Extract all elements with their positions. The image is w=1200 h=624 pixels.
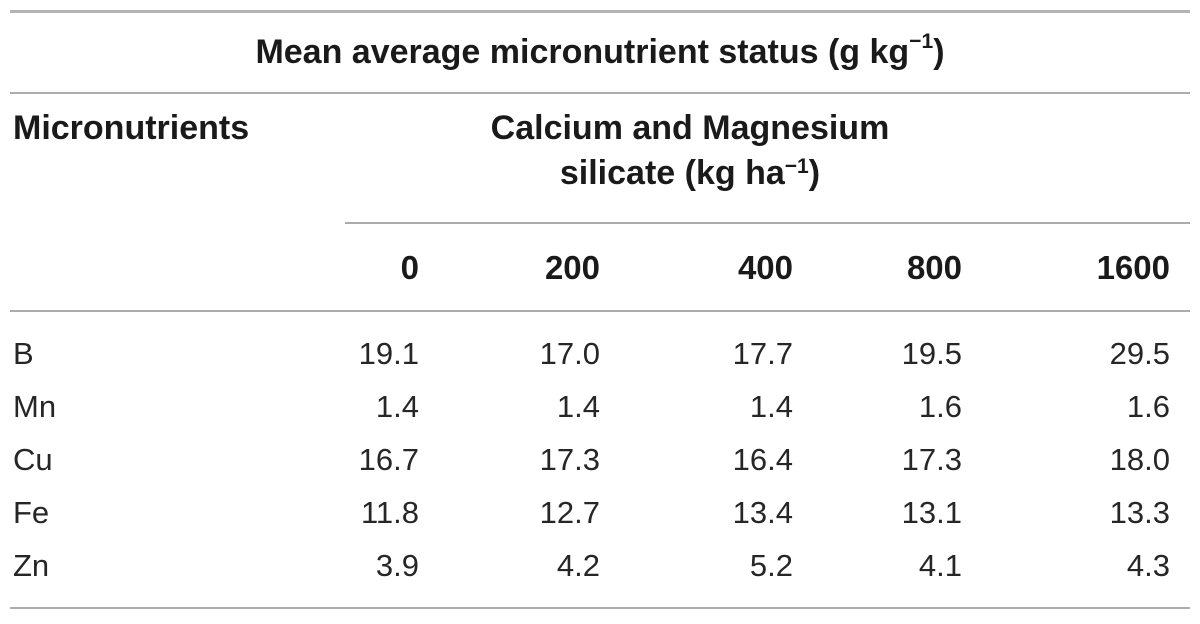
data-cell: 1.4	[375, 388, 419, 424]
header-band: Micronutrients Calcium and Magnesium sil…	[10, 94, 1190, 224]
row-label-fe: Fe	[13, 494, 50, 530]
table-title: Mean average micronutrient status (g kg −…	[10, 13, 1190, 92]
column-header-row: 0 200 400 800 1600	[10, 224, 1190, 310]
data-cell: 3.9	[375, 547, 419, 583]
data-cell: 1.6	[1126, 388, 1170, 424]
data-cell: 1.6	[918, 388, 962, 424]
table-row-fe: Fe 11.8 12.7 13.4 13.1 13.3	[10, 486, 1190, 539]
micronutrient-table: Mean average micronutrient status (g kg −…	[10, 10, 1190, 609]
group-header-line1: Calcium and Magnesium	[490, 109, 890, 147]
header-bottom-rule	[10, 310, 1190, 312]
data-cell: 13.1	[901, 494, 962, 530]
group-header-line2-suffix: )	[808, 154, 821, 192]
top-rule	[10, 10, 1190, 13]
data-cell: 13.4	[732, 494, 793, 530]
row-label-cu: Cu	[13, 441, 53, 477]
table-row-mn: Mn 1.4 1.4 1.4 1.6 1.6	[10, 380, 1190, 433]
column-header-800: 800	[906, 249, 962, 286]
data-cell: 5.2	[749, 547, 793, 583]
data-cell: 16.7	[358, 441, 419, 477]
group-header-line2: silicate (kg ha	[559, 154, 785, 192]
row-label-mn: Mn	[13, 388, 57, 424]
data-cell: 29.5	[1109, 335, 1170, 371]
table-row-zn: Zn 3.9 4.2 5.2 4.1 4.3	[10, 539, 1190, 592]
data-cell: 4.3	[1126, 547, 1170, 583]
column-group-header: Calcium and Magnesium silicate (kg ha−1)	[410, 106, 970, 200]
data-cell: 4.2	[556, 547, 600, 583]
data-cell: 17.3	[901, 441, 962, 477]
row-label-zn: Zn	[13, 547, 50, 583]
data-cell: 17.0	[539, 335, 600, 371]
column-header-200: 200	[544, 249, 600, 286]
data-cell: 4.1	[918, 547, 962, 583]
table-title-suffix: )	[933, 33, 945, 71]
data-cell: 17.7	[732, 335, 793, 371]
table-row-cu: Cu 16.7 17.3 16.4 17.3 18.0	[10, 433, 1190, 486]
data-cell: 17.3	[539, 441, 600, 477]
title-bottom-rule	[10, 92, 1190, 94]
table-row-b: B 19.1 17.0 17.7 19.5 29.5	[10, 327, 1190, 380]
table-title-text: Mean average micronutrient status (g kg	[255, 33, 910, 71]
data-cell: 16.4	[732, 441, 793, 477]
group-header-superscript: −1	[784, 155, 809, 179]
data-cell: 18.0	[1109, 441, 1170, 477]
row-header-label: Micronutrients	[13, 109, 250, 147]
data-cell: 19.1	[358, 335, 419, 371]
data-cell: 12.7	[539, 494, 600, 530]
data-cell: 1.4	[556, 388, 600, 424]
column-header-1600: 1600	[1096, 249, 1170, 286]
row-label-b: B	[13, 335, 34, 371]
data-cell: 1.4	[749, 388, 793, 424]
column-header-0: 0	[400, 249, 419, 286]
bottom-rule	[10, 607, 1190, 609]
group-header-underline-rule	[345, 222, 1190, 224]
column-header-400: 400	[737, 249, 793, 286]
data-cell: 11.8	[360, 494, 419, 530]
title-superscript: −1	[909, 29, 934, 53]
data-cell: 13.3	[1109, 494, 1170, 530]
data-cell: 19.5	[901, 335, 962, 371]
table-body: B 19.1 17.0 17.7 19.5 29.5 Mn 1.4 1.4 1.…	[10, 312, 1190, 607]
